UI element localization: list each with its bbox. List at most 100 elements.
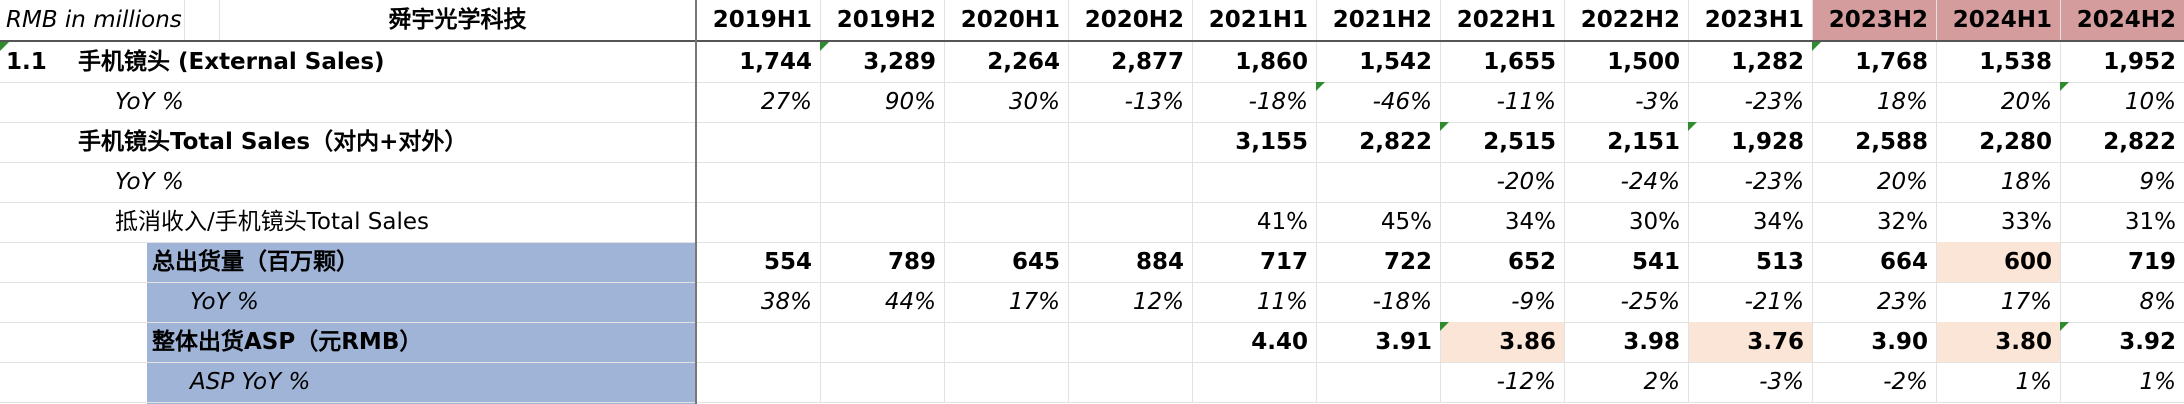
value-cell-asp-yoy-2021H2[interactable] <box>1317 362 1441 402</box>
value-cell-asp-yoy-2023H1[interactable]: -3% <box>1689 362 1813 402</box>
value-cell-overall-asp-2019H1[interactable] <box>697 322 821 362</box>
value-cell-total-sales-yoy-2023H1[interactable]: -23% <box>1689 162 1813 202</box>
value-cell-external-sales-yoy-2019H1[interactable]: 27% <box>697 82 821 122</box>
period-header-2019H2[interactable]: 2019H2 <box>821 0 945 40</box>
value-cell-overall-asp-2022H1[interactable]: 3.86 <box>1441 322 1565 362</box>
row-label-elimination-ratio[interactable]: 抵消收入/手机镜头Total Sales <box>115 209 429 235</box>
value-cell-total-sales-2020H1[interactable] <box>945 122 1069 162</box>
value-cell-elimination-ratio-2021H2[interactable]: 45% <box>1317 202 1441 242</box>
header-empty-cell[interactable] <box>185 0 220 40</box>
period-header-2021H1[interactable]: 2021H1 <box>1193 0 1317 40</box>
value-cell-asp-yoy-2020H1[interactable] <box>945 362 1069 402</box>
row-index-cell[interactable]: 1.1 <box>6 49 47 75</box>
value-cell-total-sales-yoy-2019H2[interactable] <box>821 162 945 202</box>
value-cell-total-sales-yoy-2022H1[interactable]: -20% <box>1441 162 1565 202</box>
value-cell-shipments-yoy-2022H2[interactable]: -25% <box>1565 282 1689 322</box>
value-cell-total-sales-2019H2[interactable] <box>821 122 945 162</box>
value-cell-total-sales-yoy-2021H2[interactable] <box>1317 162 1441 202</box>
value-cell-overall-asp-2023H2[interactable]: 3.90 <box>1813 322 1937 362</box>
value-cell-total-sales-yoy-2024H2[interactable]: 9% <box>2061 162 2184 202</box>
value-cell-external-sales-2024H2[interactable]: 1,952 <box>2061 42 2184 82</box>
value-cell-total-sales-yoy-2022H2[interactable]: -24% <box>1565 162 1689 202</box>
value-cell-shipments-yoy-2020H2[interactable]: 12% <box>1069 282 1193 322</box>
value-cell-external-sales-2020H2[interactable]: 2,877 <box>1069 42 1193 82</box>
value-cell-overall-asp-2020H1[interactable] <box>945 322 1069 362</box>
value-cell-external-sales-yoy-2024H2[interactable]: 10% <box>2061 82 2184 122</box>
value-cell-shipments-yoy-2021H1[interactable]: 11% <box>1193 282 1317 322</box>
value-cell-external-sales-yoy-2020H1[interactable]: 30% <box>945 82 1069 122</box>
value-cell-external-sales-2019H2[interactable]: 3,289 <box>821 42 945 82</box>
value-cell-total-sales-2020H2[interactable] <box>1069 122 1193 162</box>
value-cell-external-sales-yoy-2021H2[interactable]: -46% <box>1317 82 1441 122</box>
units-label-cell[interactable]: RMB in millions <box>0 0 185 40</box>
value-cell-total-shipments-2021H2[interactable]: 722 <box>1317 242 1441 282</box>
value-cell-total-sales-yoy-2020H2[interactable] <box>1069 162 1193 202</box>
value-cell-total-sales-2019H1[interactable] <box>697 122 821 162</box>
row-label-total-sales-yoy[interactable]: YoY % <box>115 169 184 195</box>
value-cell-shipments-yoy-2021H2[interactable]: -18% <box>1317 282 1441 322</box>
value-cell-total-sales-yoy-2019H1[interactable] <box>697 162 821 202</box>
value-cell-external-sales-yoy-2021H1[interactable]: -18% <box>1193 82 1317 122</box>
value-cell-external-sales-2022H2[interactable]: 1,500 <box>1565 42 1689 82</box>
value-cell-external-sales-yoy-2024H1[interactable]: 20% <box>1937 82 2061 122</box>
value-cell-asp-yoy-2024H1[interactable]: 1% <box>1937 362 2061 402</box>
period-header-2022H1[interactable]: 2022H1 <box>1441 0 1565 40</box>
value-cell-total-sales-2021H1[interactable]: 3,155 <box>1193 122 1317 162</box>
value-cell-shipments-yoy-2022H1[interactable]: -9% <box>1441 282 1565 322</box>
value-cell-total-shipments-2020H1[interactable]: 645 <box>945 242 1069 282</box>
value-cell-elimination-ratio-2022H1[interactable]: 34% <box>1441 202 1565 242</box>
value-cell-total-sales-2021H2[interactable]: 2,822 <box>1317 122 1441 162</box>
value-cell-asp-yoy-2024H2[interactable]: 1% <box>2061 362 2184 402</box>
row-label-external-sales-yoy[interactable]: YoY % <box>115 89 184 115</box>
row-label-total-shipments[interactable]: 总出货量（百万颗） <box>152 249 359 275</box>
value-cell-total-shipments-2023H2[interactable]: 664 <box>1813 242 1937 282</box>
value-cell-external-sales-yoy-2019H2[interactable]: 90% <box>821 82 945 122</box>
value-cell-external-sales-2019H1[interactable]: 1,744 <box>697 42 821 82</box>
value-cell-total-sales-yoy-2024H1[interactable]: 18% <box>1937 162 2061 202</box>
value-cell-asp-yoy-2022H1[interactable]: -12% <box>1441 362 1565 402</box>
value-cell-elimination-ratio-2023H2[interactable]: 32% <box>1813 202 1937 242</box>
value-cell-elimination-ratio-2019H1[interactable] <box>697 202 821 242</box>
value-cell-elimination-ratio-2020H2[interactable] <box>1069 202 1193 242</box>
period-header-2020H1[interactable]: 2020H1 <box>945 0 1069 40</box>
value-cell-shipments-yoy-2023H2[interactable]: 23% <box>1813 282 1937 322</box>
value-cell-elimination-ratio-2024H1[interactable]: 33% <box>1937 202 2061 242</box>
value-cell-shipments-yoy-2024H2[interactable]: 8% <box>2061 282 2184 322</box>
value-cell-overall-asp-2024H1[interactable]: 3.80 <box>1937 322 2061 362</box>
value-cell-asp-yoy-2020H2[interactable] <box>1069 362 1193 402</box>
value-cell-total-sales-2024H2[interactable]: 2,822 <box>2061 122 2184 162</box>
value-cell-external-sales-yoy-2022H1[interactable]: -11% <box>1441 82 1565 122</box>
value-cell-external-sales-2023H2[interactable]: 1,768 <box>1813 42 1937 82</box>
value-cell-total-shipments-2019H1[interactable]: 554 <box>697 242 821 282</box>
value-cell-asp-yoy-2019H2[interactable] <box>821 362 945 402</box>
value-cell-elimination-ratio-2023H1[interactable]: 34% <box>1689 202 1813 242</box>
value-cell-shipments-yoy-2019H1[interactable]: 38% <box>697 282 821 322</box>
value-cell-elimination-ratio-2024H2[interactable]: 31% <box>2061 202 2184 242</box>
period-header-2023H1[interactable]: 2023H1 <box>1689 0 1813 40</box>
value-cell-overall-asp-2021H1[interactable]: 4.40 <box>1193 322 1317 362</box>
value-cell-total-shipments-2022H1[interactable]: 652 <box>1441 242 1565 282</box>
value-cell-external-sales-2022H1[interactable]: 1,655 <box>1441 42 1565 82</box>
value-cell-asp-yoy-2021H1[interactable] <box>1193 362 1317 402</box>
value-cell-overall-asp-2023H1[interactable]: 3.76 <box>1689 322 1813 362</box>
period-header-2022H2[interactable]: 2022H2 <box>1565 0 1689 40</box>
value-cell-external-sales-2021H1[interactable]: 1,860 <box>1193 42 1317 82</box>
row-label-total-sales[interactable]: 手机镜头Total Sales（对内+对外） <box>78 129 468 155</box>
value-cell-external-sales-2020H1[interactable]: 2,264 <box>945 42 1069 82</box>
value-cell-total-shipments-2022H2[interactable]: 541 <box>1565 242 1689 282</box>
value-cell-shipments-yoy-2020H1[interactable]: 17% <box>945 282 1069 322</box>
row-label-overall-asp[interactable]: 整体出货ASP（元RMB） <box>152 329 423 355</box>
value-cell-overall-asp-2022H2[interactable]: 3.98 <box>1565 322 1689 362</box>
value-cell-external-sales-2021H2[interactable]: 1,542 <box>1317 42 1441 82</box>
value-cell-overall-asp-2024H2[interactable]: 3.92 <box>2061 322 2184 362</box>
period-header-2024H1[interactable]: 2024H1 <box>1937 0 2061 40</box>
value-cell-external-sales-yoy-2020H2[interactable]: -13% <box>1069 82 1193 122</box>
value-cell-overall-asp-2020H2[interactable] <box>1069 322 1193 362</box>
period-header-2023H2[interactable]: 2023H2 <box>1813 0 1937 40</box>
value-cell-external-sales-yoy-2022H2[interactable]: -3% <box>1565 82 1689 122</box>
value-cell-external-sales-yoy-2023H1[interactable]: -23% <box>1689 82 1813 122</box>
value-cell-total-sales-2022H1[interactable]: 2,515 <box>1441 122 1565 162</box>
value-cell-elimination-ratio-2022H2[interactable]: 30% <box>1565 202 1689 242</box>
value-cell-shipments-yoy-2024H1[interactable]: 17% <box>1937 282 2061 322</box>
